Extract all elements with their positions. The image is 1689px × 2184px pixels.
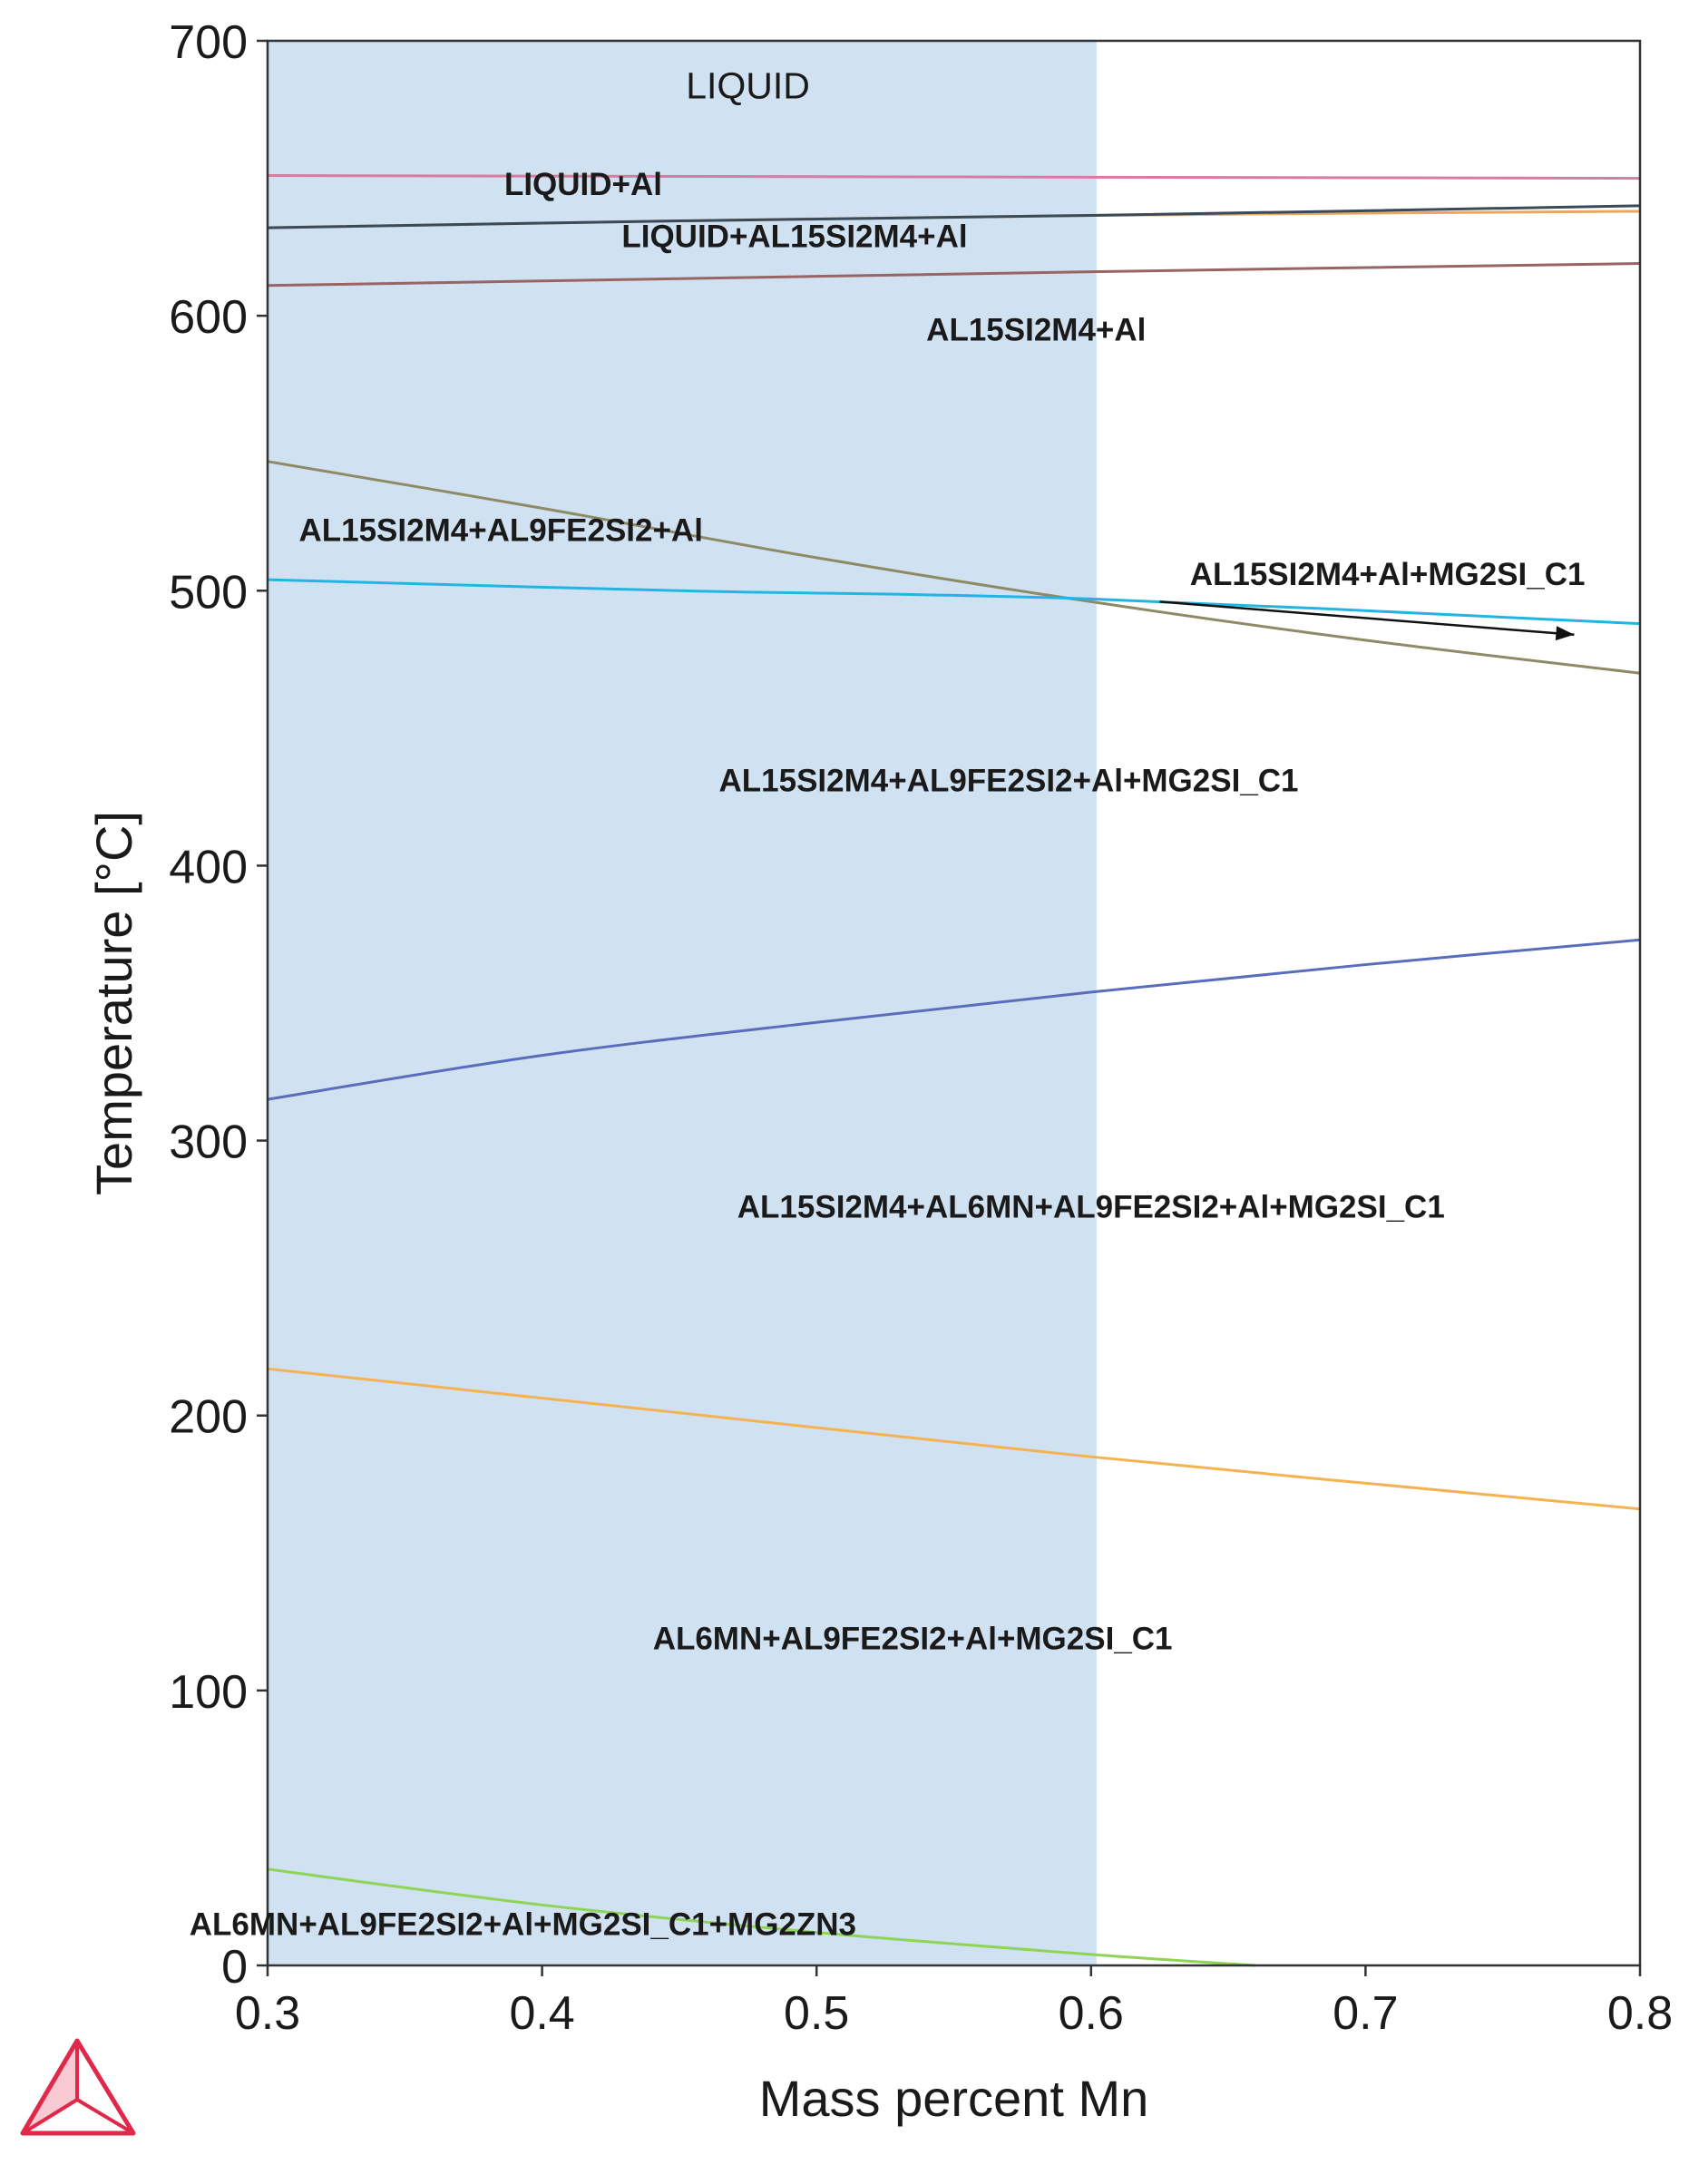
series-line-4 — [267, 262, 1641, 288]
x-tick-label: 0.6 — [1059, 1987, 1124, 2040]
y-tick-label: 300 — [169, 1116, 248, 1169]
logo-triangle — [20, 2038, 136, 2136]
series-line-9 — [267, 1867, 1256, 1967]
annotation-arrow-shaft — [1159, 600, 1575, 637]
region-label: LIQUID+AL15SI2M4+Al — [621, 219, 967, 254]
region-label: LIQUID — [686, 65, 810, 107]
x-tick-label: 0.3 — [235, 1987, 300, 2040]
region-label: AL15SI2M4+AL6MN+AL9FE2SI2+Al+MG2SI_C1 — [737, 1189, 1445, 1224]
region-label: AL6MN+AL9FE2SI2+Al+MG2SI_C1+MG2ZN3 — [190, 1907, 856, 1943]
region-label: AL15SI2M4+Al+MG2SI_C1 — [1190, 557, 1586, 592]
logo-facet — [23, 2041, 77, 2133]
x-axis-title: Mass percent Mn — [759, 2070, 1149, 2127]
y-tick-label: 600 — [169, 291, 248, 344]
logo-spoke — [75, 2098, 135, 2135]
plot-frame — [266, 39, 1642, 1967]
series-line-6 — [267, 578, 1641, 626]
annotation-arrow-head — [1555, 626, 1575, 641]
series-line-7 — [267, 938, 1641, 1101]
y-tick-label: 200 — [169, 1391, 248, 1444]
x-tick-label: 0.8 — [1607, 1987, 1673, 2040]
x-tick-label: 0.5 — [784, 1987, 849, 2040]
region-label: AL15SI2M4+AL9FE2SI2+Al+MG2SI_C1 — [719, 764, 1299, 799]
highlight-band — [268, 41, 1097, 1965]
series-line-8 — [267, 1367, 1641, 1511]
thermo-calc-logo — [20, 2038, 136, 2136]
series-line-1 — [267, 174, 1641, 180]
ticks-layer: 0.3 0.4 0.5 0.6 0.7 0.8 0 100 200 300 400 500 600 700 — [169, 16, 1673, 2040]
logo-spoke — [21, 2098, 79, 2135]
y-tick-label: 400 — [169, 841, 248, 893]
y-tick-label: 700 — [169, 16, 248, 69]
x-tick-label: 0.7 — [1333, 1987, 1398, 2040]
y-axis-title: Temperature [°C] — [85, 811, 142, 1195]
series-layer — [267, 174, 1641, 1967]
y-tick-label: 0 — [221, 1941, 248, 1994]
y-tick-label: 100 — [169, 1666, 248, 1719]
series-line-5 — [267, 460, 1641, 675]
region-label: AL15SI2M4+Al — [926, 312, 1146, 347]
y-tick-label: 500 — [169, 566, 248, 619]
region-label: AL15SI2M4+AL9FE2SI2+Al — [298, 513, 702, 549]
arrow-layer — [1159, 600, 1575, 641]
region-label: AL6MN+AL9FE2SI2+Al+MG2SI_C1 — [653, 1621, 1173, 1656]
region-label: LIQUID+Al — [504, 167, 662, 202]
x-tick-label: 0.4 — [509, 1987, 574, 2040]
labels-layer: LIQUID LIQUID+Al LIQUID+AL15SI2M4+Al AL15SI… — [190, 65, 1586, 1943]
series-line-3 — [267, 204, 1641, 229]
